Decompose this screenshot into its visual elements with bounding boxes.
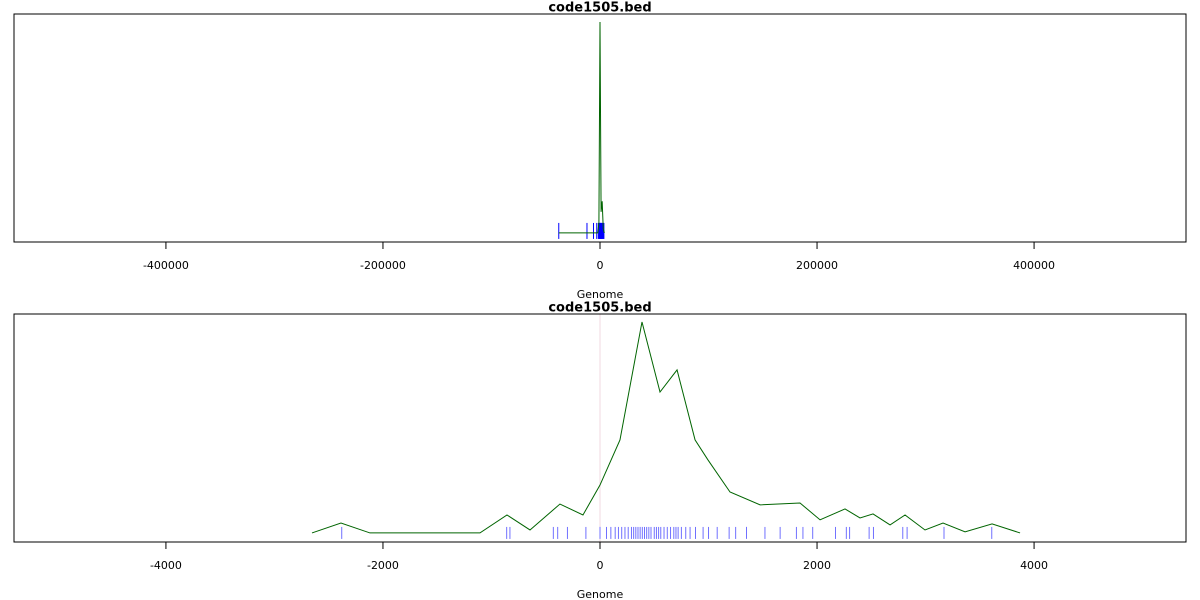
x-tick-label: -2000 — [367, 559, 399, 572]
x-axis-label: Genome — [577, 588, 624, 600]
x-tick-label: -4000 — [150, 559, 182, 572]
x-tick-label: -200000 — [360, 259, 406, 272]
x-tick-label: -400000 — [143, 259, 189, 272]
chart-title: code1505.bed — [548, 301, 651, 316]
x-axis-label: Genome — [577, 288, 624, 301]
x-tick-label: 0 — [597, 259, 604, 272]
x-tick-label: 0 — [597, 559, 604, 572]
x-tick-label: 4000 — [1020, 559, 1048, 572]
x-tick-label: 200000 — [796, 259, 838, 272]
x-tick-label: 400000 — [1013, 259, 1055, 272]
density-line — [558, 22, 605, 234]
chart-title: code1505.bed — [548, 1, 651, 16]
x-tick-label: 2000 — [803, 559, 831, 572]
density-line — [311, 321, 1021, 534]
